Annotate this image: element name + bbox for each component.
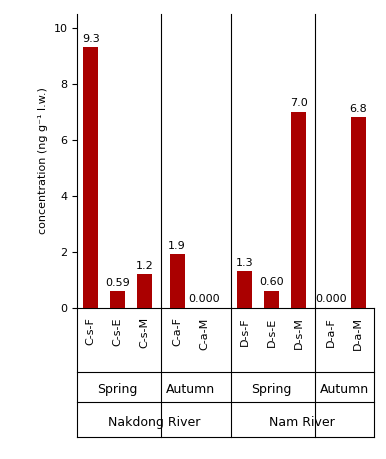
Text: 0.59: 0.59: [105, 278, 130, 288]
Text: 0.000: 0.000: [315, 294, 347, 304]
Text: 0.60: 0.60: [259, 277, 284, 287]
Bar: [237, 271, 252, 308]
Bar: [291, 112, 306, 308]
Text: 7.0: 7.0: [290, 98, 308, 108]
Text: 1.2: 1.2: [136, 261, 154, 271]
Text: Nam River: Nam River: [269, 415, 334, 429]
Text: Spring: Spring: [252, 383, 292, 396]
Bar: [137, 274, 152, 308]
Text: 9.3: 9.3: [82, 34, 100, 44]
Text: 6.8: 6.8: [349, 104, 367, 114]
Bar: [351, 118, 366, 308]
Text: 0.000: 0.000: [188, 294, 220, 304]
Bar: [170, 254, 185, 308]
Y-axis label: concentration (ng g⁻¹ l.w.): concentration (ng g⁻¹ l.w.): [38, 87, 48, 234]
Text: Autumn: Autumn: [166, 383, 215, 396]
Text: 1.9: 1.9: [168, 241, 186, 251]
Text: Spring: Spring: [98, 383, 138, 396]
Bar: [83, 47, 98, 308]
Text: Autumn: Autumn: [320, 383, 369, 396]
Text: Nakdong River: Nakdong River: [108, 415, 200, 429]
Text: 1.3: 1.3: [236, 258, 254, 268]
Bar: [110, 291, 125, 308]
Bar: [264, 291, 279, 308]
